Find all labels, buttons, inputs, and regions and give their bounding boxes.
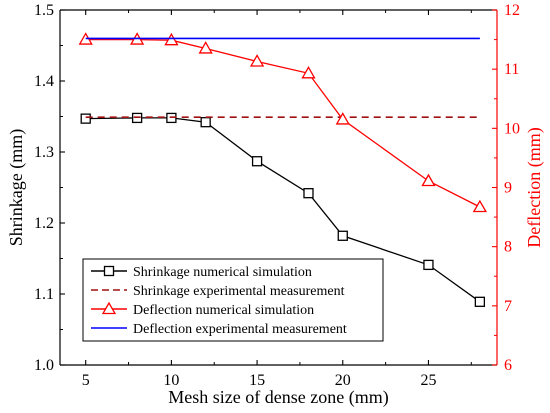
y-right-tick-label: 7 — [504, 298, 512, 315]
series-line-3 — [85, 38, 481, 208]
data-point-triangle — [335, 112, 350, 125]
data-point-triangle — [421, 173, 436, 187]
y-left-tick-label: 1.0 — [34, 357, 54, 374]
data-point-square — [251, 156, 263, 167]
legend-label: Shrinkage numerical simulation — [133, 265, 312, 280]
y-left-tick-label: 1.1 — [34, 286, 54, 303]
legend-box — [82, 258, 384, 342]
data-point-triangle — [164, 32, 179, 46]
x-tick-label: 5 — [82, 372, 90, 389]
legend-marker-square — [103, 265, 115, 277]
data-point-square — [200, 117, 211, 128]
y-right-tick-label: 12 — [504, 2, 520, 19]
y-right-tick-label: 6 — [504, 357, 512, 374]
y-left-tick-label: 1.4 — [34, 73, 54, 90]
data-point-triangle — [198, 41, 213, 54]
data-point-square — [337, 230, 348, 241]
x-tick-label: 20 — [335, 372, 351, 389]
x-tick-label: 10 — [163, 372, 179, 389]
legend-label: Deflection numerical simulation — [133, 303, 314, 318]
legend-marker-triangle — [101, 301, 117, 315]
legend-label: Deflection experimental measurement — [133, 322, 347, 337]
data-point-square — [423, 259, 434, 271]
data-point-triangle — [472, 199, 487, 213]
y-left-tick-label: 1.5 — [34, 2, 54, 19]
x-tick-label: 25 — [420, 372, 436, 389]
y-left-tick-label: 1.2 — [34, 215, 54, 232]
data-point-triangle — [249, 54, 265, 67]
data-point-square — [474, 296, 486, 307]
data-point-triangle — [301, 65, 316, 79]
x-tick-label: 15 — [249, 372, 265, 389]
y-left-tick-label: 1.3 — [34, 144, 54, 161]
y-right-axis-title: Deflection (mm) — [524, 127, 545, 247]
y-right-tick-label: 8 — [504, 239, 512, 256]
legend-label: Shrinkage experimental measurement — [133, 284, 345, 299]
y-right-tick-label: 10 — [504, 120, 520, 137]
data-point-square — [80, 113, 91, 124]
data-point-square — [303, 188, 314, 199]
x-axis-title: Mesh size of dense zone (mm) — [168, 387, 388, 408]
y-right-tick-label: 9 — [504, 180, 512, 197]
y-right-tick-label: 11 — [504, 61, 519, 78]
y-left-axis-title: Shrinkage (mm) — [6, 129, 27, 246]
